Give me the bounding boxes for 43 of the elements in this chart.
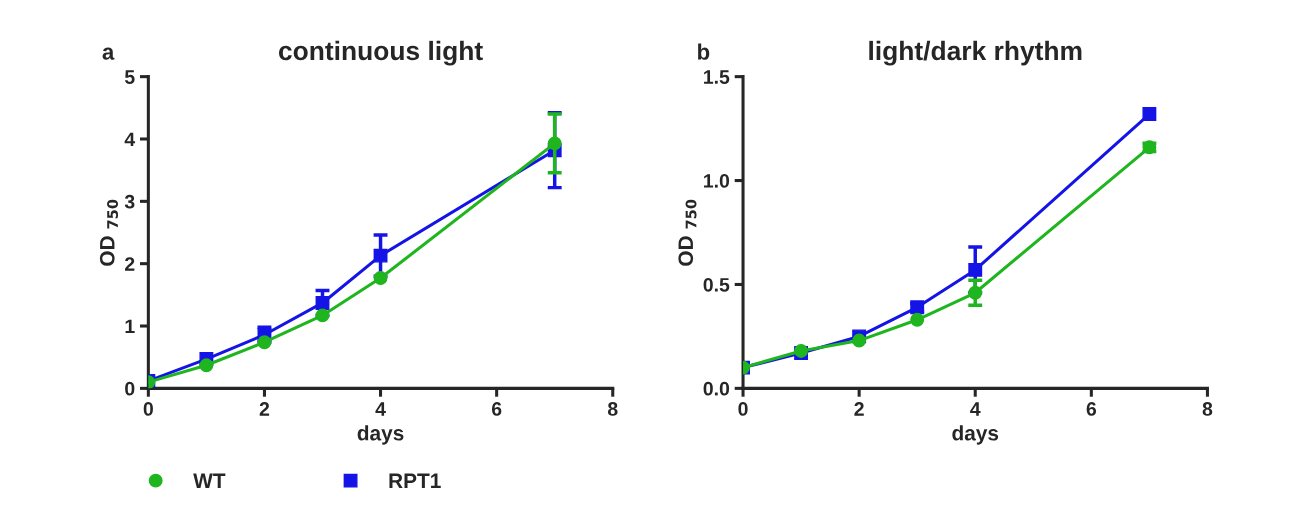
x-tick-label: 8: [1202, 402, 1213, 416]
legend-label: WT: [193, 473, 226, 488]
x-tick-label: 0: [143, 402, 153, 416]
point: [257, 335, 272, 350]
x-tick-label: 2: [259, 402, 270, 416]
y-axis-title: OD $_{750}$: [99, 199, 119, 266]
x-tick-label: 0: [738, 402, 748, 416]
point: [373, 271, 388, 285]
y-tick-label: 0.5: [703, 277, 730, 292]
x-tick-label: 6: [1086, 402, 1097, 416]
y-tick-label: 2: [125, 257, 135, 271]
x-tick-label: 2: [854, 402, 864, 416]
point: [968, 262, 983, 277]
text: a: [102, 47, 115, 60]
chart-title: continuous light: [278, 40, 483, 66]
point: [315, 308, 330, 323]
y-tick-label: 0.0: [703, 381, 730, 396]
x-tick-label: 4: [970, 402, 981, 416]
y-axis-title: OD $_{750}$: [678, 199, 697, 266]
legend-label: RPT1: [389, 473, 441, 488]
point: [547, 136, 562, 151]
point: [910, 312, 925, 327]
x-tick-label: 8: [607, 402, 618, 416]
point: [910, 300, 925, 315]
y-tick-label: 1.5: [704, 70, 730, 84]
x-axis-title: days: [357, 425, 404, 445]
text: b: [698, 43, 710, 60]
point: [1142, 107, 1157, 122]
y-tick-label: 5: [124, 70, 135, 84]
y-tick-label: 0: [125, 381, 135, 396]
y-tick-label: 1.0: [704, 174, 730, 188]
point: [373, 248, 388, 263]
y-tick-label: 3: [124, 194, 135, 209]
point: [315, 296, 330, 310]
y-tick-label: 1: [125, 319, 135, 334]
point: [199, 358, 214, 373]
x-tick-label: 6: [491, 402, 502, 416]
y-tick-label: 4: [124, 132, 136, 147]
chart-title: light/dark rhythm: [869, 40, 1082, 66]
x-axis-title: days: [952, 425, 999, 445]
x-tick-label: 4: [375, 402, 386, 416]
point: [968, 285, 983, 300]
point: [852, 333, 867, 348]
